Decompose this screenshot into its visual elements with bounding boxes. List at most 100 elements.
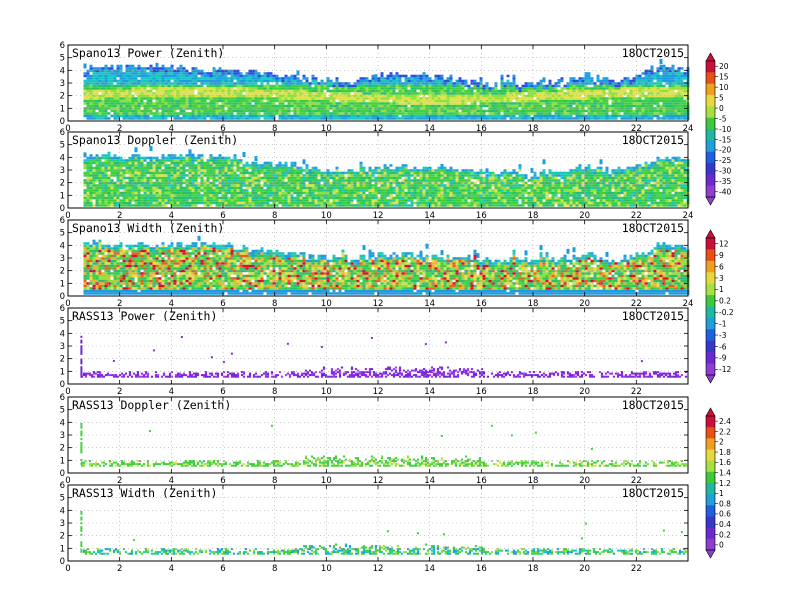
heatmap-cell bbox=[476, 94, 480, 98]
heatmap-cell bbox=[182, 72, 186, 75]
heatmap-cell bbox=[677, 77, 681, 80]
heatmap-cell bbox=[284, 87, 288, 90]
heatmap-cell bbox=[602, 104, 606, 108]
heatmap-cell bbox=[152, 112, 156, 115]
heatmap-cell bbox=[593, 94, 597, 98]
heatmap-cell bbox=[107, 69, 111, 73]
heatmap-cell bbox=[194, 109, 198, 113]
heatmap-cell bbox=[341, 84, 345, 88]
heatmap-cell bbox=[236, 161, 240, 165]
heatmap-cell bbox=[374, 99, 378, 103]
heatmap-cell bbox=[647, 109, 651, 113]
heatmap-cell bbox=[161, 184, 165, 187]
heatmap-cell bbox=[134, 102, 138, 105]
heatmap-cell bbox=[251, 72, 255, 75]
heatmap-cell bbox=[632, 97, 636, 100]
heatmap-cell bbox=[83, 201, 87, 205]
heatmap-cell bbox=[284, 104, 288, 108]
heatmap-cell bbox=[269, 176, 273, 180]
heatmap-cell bbox=[239, 171, 243, 175]
heatmap-cell bbox=[683, 82, 687, 85]
heatmap-cell bbox=[269, 171, 273, 175]
heatmap-cell bbox=[650, 79, 654, 83]
heatmap-cell bbox=[119, 74, 123, 78]
heatmap-cell bbox=[404, 99, 408, 103]
heatmap-cell bbox=[656, 89, 660, 93]
heatmap-cell bbox=[218, 174, 222, 177]
heatmap-cell bbox=[587, 114, 591, 118]
heatmap-cell bbox=[404, 112, 408, 115]
heatmap-cell bbox=[314, 97, 318, 100]
heatmap-cell bbox=[410, 74, 414, 78]
heatmap-cell bbox=[668, 79, 672, 83]
heatmap-cell bbox=[674, 79, 678, 83]
heatmap-cell bbox=[92, 104, 96, 108]
heatmap-cell bbox=[311, 87, 315, 90]
heatmap-cell bbox=[431, 82, 435, 85]
heatmap-cell bbox=[230, 159, 234, 162]
heatmap-cell bbox=[671, 72, 675, 75]
heatmap-cell bbox=[182, 176, 186, 180]
heatmap-cell bbox=[143, 87, 147, 90]
heatmap-cell bbox=[476, 87, 480, 90]
heatmap-cell bbox=[251, 169, 255, 172]
heatmap-cell bbox=[98, 112, 102, 115]
heatmap-cell bbox=[395, 114, 399, 118]
heatmap-cell bbox=[113, 72, 117, 75]
heatmap-cell bbox=[644, 94, 648, 98]
heatmap-cell bbox=[215, 79, 219, 83]
heatmap-cell bbox=[116, 94, 120, 98]
heatmap-cell bbox=[326, 87, 330, 90]
heatmap-cell bbox=[242, 196, 246, 200]
heatmap-cell bbox=[209, 117, 213, 120]
heatmap-cell bbox=[581, 114, 585, 118]
heatmap-cell bbox=[86, 196, 90, 200]
heatmap-cell bbox=[128, 69, 132, 73]
heatmap-cell bbox=[152, 174, 156, 177]
heatmap-cell bbox=[173, 174, 177, 177]
heatmap-cell bbox=[227, 114, 231, 118]
heatmap-cell bbox=[206, 77, 210, 80]
heatmap-cell bbox=[422, 117, 426, 120]
heatmap-cell bbox=[89, 199, 93, 202]
heatmap-cell bbox=[110, 89, 114, 93]
heatmap-cell bbox=[404, 87, 408, 90]
heatmap-cell bbox=[485, 82, 489, 85]
heatmap-cell bbox=[260, 196, 264, 200]
heatmap-cell bbox=[353, 97, 357, 100]
heatmap-cell bbox=[368, 104, 372, 108]
heatmap-cell bbox=[215, 171, 219, 175]
heatmap-cell bbox=[569, 107, 573, 110]
heatmap-cell bbox=[677, 109, 681, 113]
heatmap-cell bbox=[173, 107, 177, 110]
heatmap-cell bbox=[383, 104, 387, 108]
heatmap-cell bbox=[164, 89, 168, 93]
heatmap-cell bbox=[290, 87, 294, 90]
heatmap-cell bbox=[245, 201, 249, 205]
heatmap-cell bbox=[359, 114, 363, 118]
heatmap-cell bbox=[503, 102, 507, 105]
heatmap-cell bbox=[248, 72, 252, 75]
heatmap-cell bbox=[161, 102, 165, 105]
heatmap-cell bbox=[191, 191, 195, 195]
heatmap-cell bbox=[197, 109, 201, 113]
heatmap-cell bbox=[179, 169, 183, 172]
heatmap-cell bbox=[665, 102, 669, 105]
heatmap-cell bbox=[293, 87, 297, 90]
heatmap-cell bbox=[170, 74, 174, 78]
heatmap-cell bbox=[641, 94, 645, 98]
heatmap-cell bbox=[137, 204, 141, 207]
heatmap-cell bbox=[257, 186, 261, 190]
heatmap-cell bbox=[161, 179, 165, 182]
heatmap-cell bbox=[248, 199, 252, 202]
heatmap-cell bbox=[515, 104, 519, 108]
heatmap-cell bbox=[116, 104, 120, 108]
heatmap-cell bbox=[623, 92, 627, 95]
heatmap-cell bbox=[446, 92, 450, 95]
heatmap-cell bbox=[98, 176, 102, 180]
heatmap-cell bbox=[266, 189, 270, 192]
heatmap-cell bbox=[116, 189, 120, 192]
heatmap-cell bbox=[326, 102, 330, 105]
heatmap-cell bbox=[170, 64, 174, 68]
heatmap-cell bbox=[428, 102, 432, 105]
